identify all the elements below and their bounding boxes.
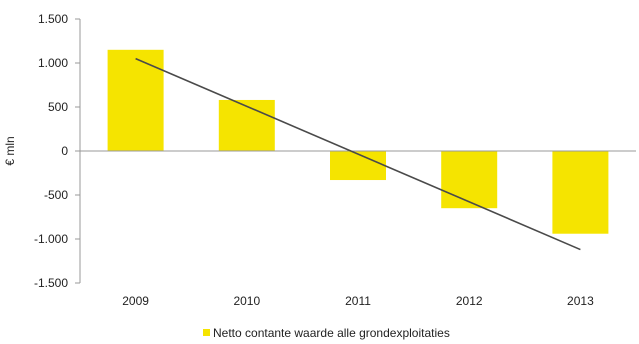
bar-2013: [552, 151, 609, 234]
bar-2009: [107, 49, 164, 151]
y-tick-label: -1.500: [34, 276, 68, 290]
y-tick-label: -500: [44, 188, 68, 202]
x-axis-labels: 2009 2010 2011 2012 2013: [122, 294, 594, 308]
x-tick-label: 2009: [122, 294, 149, 308]
x-tick-label: 2010: [233, 294, 260, 308]
x-tick-label: 2013: [567, 294, 594, 308]
y-axis: 1.500 1.000 500 0 -500 -1.000 -1.500: [34, 12, 81, 290]
legend: Netto contante waarde alle grondexploita…: [203, 326, 450, 340]
legend-swatch: [203, 329, 210, 336]
trendline: [135, 57, 581, 251]
x-tick-label: 2012: [456, 294, 483, 308]
bar-2010: [218, 99, 275, 151]
bar-2011: [330, 151, 386, 181]
y-tick-label: 0: [61, 144, 68, 158]
x-tick-label: 2011: [345, 294, 371, 308]
legend-label: Netto contante waarde alle grondexploita…: [213, 326, 450, 340]
y-tick-label: 1.000: [38, 56, 68, 70]
y-tick-label: 1.500: [38, 12, 68, 26]
bars: [107, 49, 609, 234]
y-tick-label: -1.000: [34, 232, 68, 246]
y-axis-title: € mln: [3, 136, 17, 165]
y-tick-label: 500: [48, 100, 68, 114]
bar-2012: [441, 151, 498, 209]
